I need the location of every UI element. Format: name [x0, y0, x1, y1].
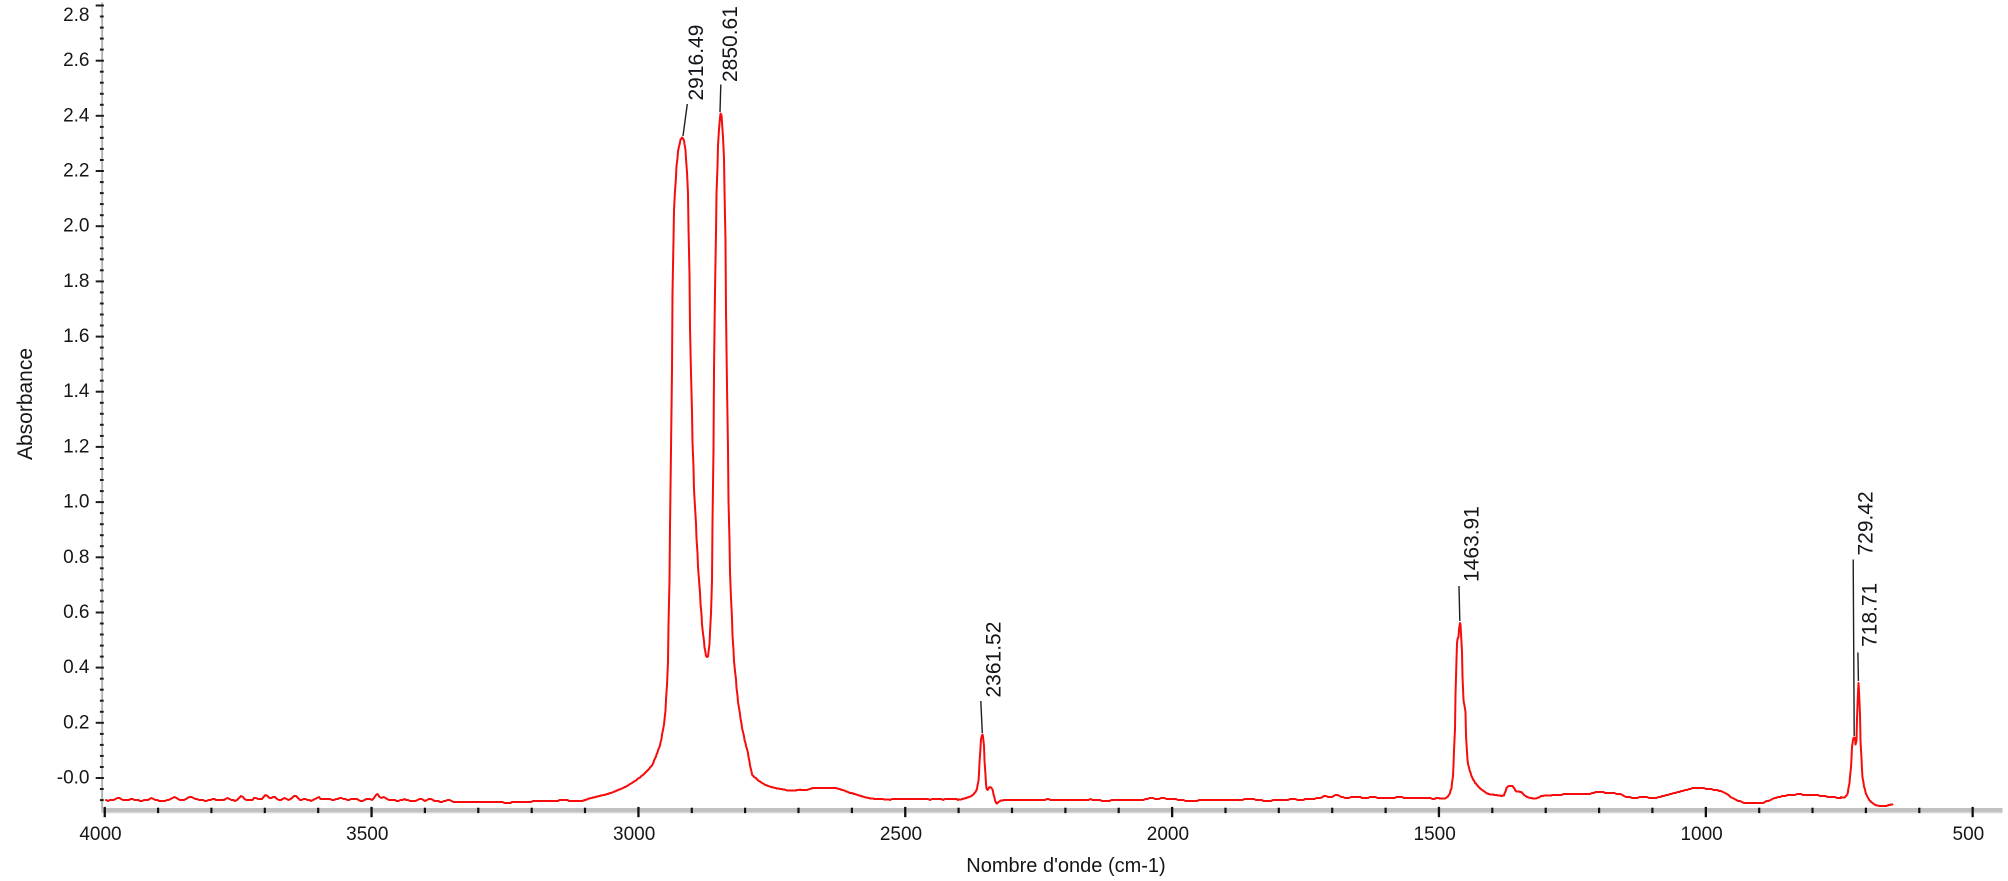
svg-text:718.71: 718.71 — [1859, 583, 1882, 647]
svg-text:0.2: 0.2 — [63, 712, 89, 733]
svg-text:-0.0: -0.0 — [57, 768, 90, 789]
svg-text:2500: 2500 — [880, 824, 922, 845]
svg-text:2916.49: 2916.49 — [685, 25, 708, 101]
svg-text:1000: 1000 — [1680, 824, 1722, 845]
svg-text:2361.52: 2361.52 — [983, 622, 1006, 698]
svg-text:2.2: 2.2 — [63, 161, 89, 182]
svg-text:1463.91: 1463.91 — [1461, 506, 1484, 582]
svg-text:2000: 2000 — [1147, 824, 1189, 845]
svg-text:1.8: 1.8 — [63, 271, 89, 292]
svg-text:2.8: 2.8 — [63, 5, 89, 26]
svg-text:3000: 3000 — [613, 824, 655, 845]
svg-text:1.6: 1.6 — [63, 326, 89, 347]
svg-text:0.4: 0.4 — [63, 657, 90, 678]
svg-text:0.6: 0.6 — [63, 602, 89, 623]
svg-text:729.42: 729.42 — [1855, 491, 1878, 555]
svg-text:2.6: 2.6 — [63, 50, 89, 71]
svg-text:Absorbance: Absorbance — [14, 348, 37, 460]
svg-text:500: 500 — [1953, 824, 1985, 845]
svg-text:1.2: 1.2 — [63, 436, 89, 457]
svg-text:4000: 4000 — [79, 824, 121, 845]
svg-text:2.4: 2.4 — [63, 105, 90, 126]
svg-text:Nombre d'onde (cm-1): Nombre d'onde (cm-1) — [966, 855, 1165, 877]
svg-text:1.4: 1.4 — [63, 381, 90, 402]
svg-text:2850.61: 2850.61 — [719, 6, 742, 82]
svg-text:0.8: 0.8 — [63, 547, 89, 568]
svg-text:2.0: 2.0 — [63, 216, 89, 237]
svg-text:1500: 1500 — [1414, 824, 1456, 845]
svg-text:1.0: 1.0 — [63, 492, 89, 513]
svg-text:3500: 3500 — [346, 824, 388, 845]
